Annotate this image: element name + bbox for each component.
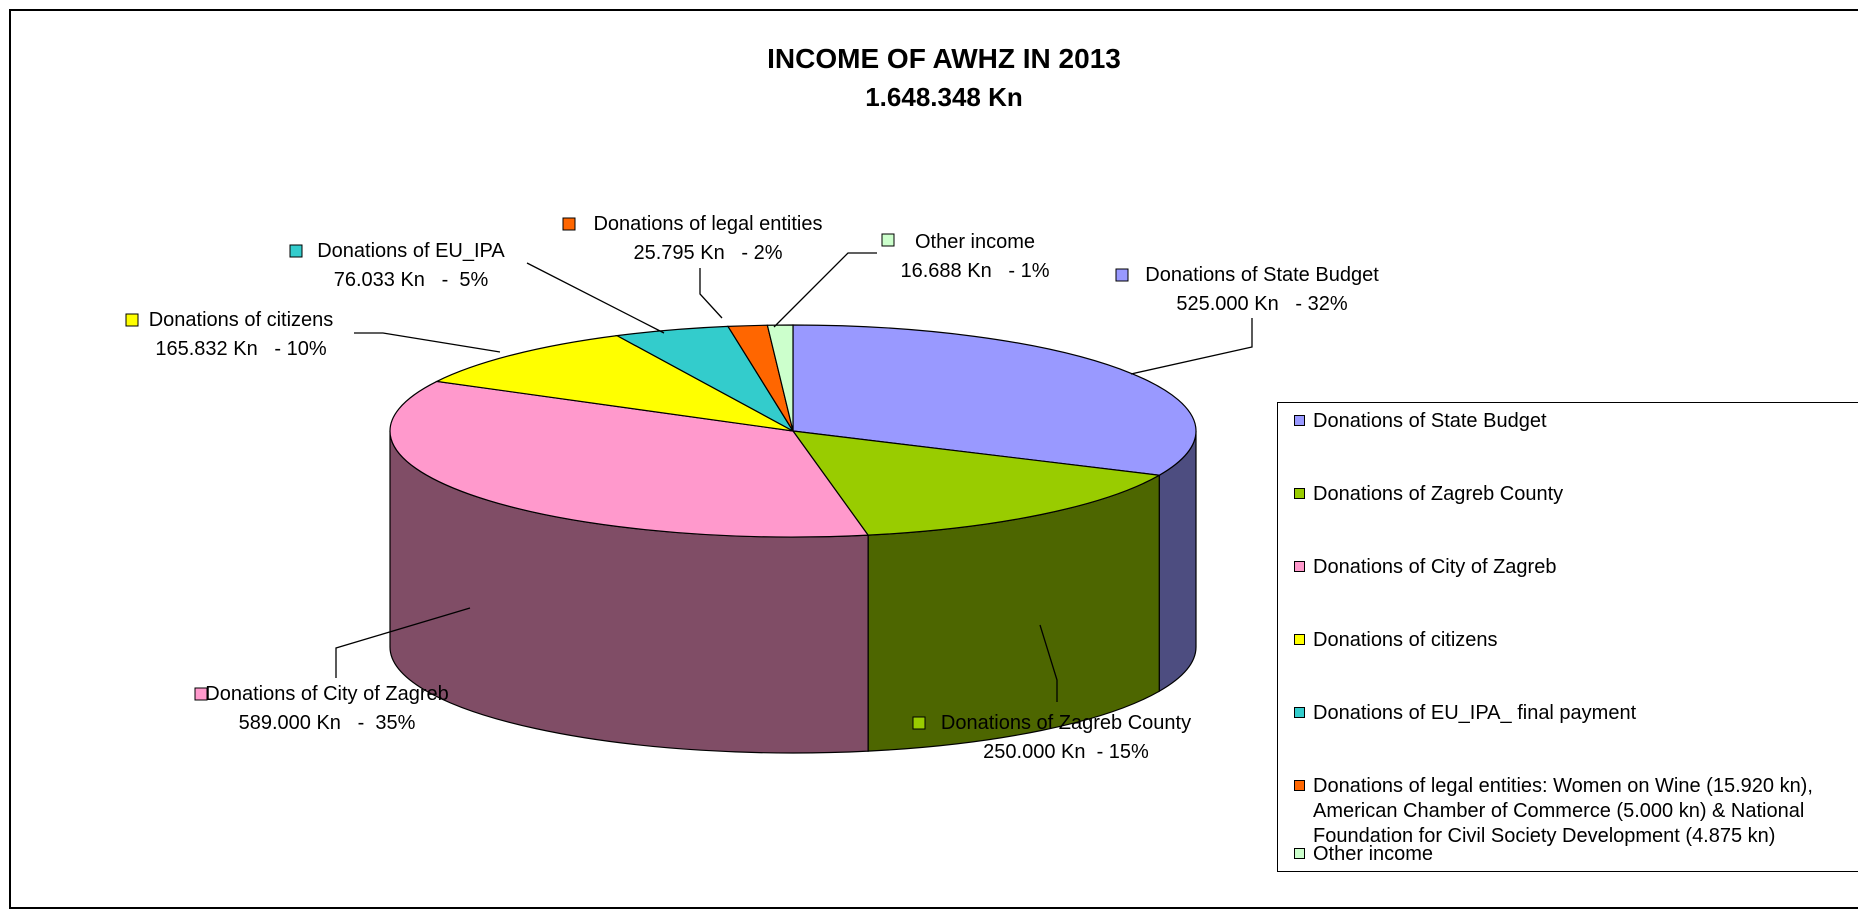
data-label-name-legal: Donations of legal entities	[593, 213, 822, 235]
data-label-value-legal: 25.795 Kn - 2%	[634, 242, 783, 264]
data-label-value-euipa: 76.033 Kn - 5%	[334, 269, 489, 291]
legend-item-legal: Donations of legal entities: Women on Wi…	[1294, 774, 1813, 849]
leader-line-county	[1039, 624, 1058, 702]
chart-subtitle: 1.648.348 Kn	[865, 82, 1023, 112]
legend-item-city: Donations of City of Zagreb	[1294, 555, 1556, 580]
legend-swatch-euipa	[1294, 707, 1305, 718]
legend-item-other: Other income	[1294, 842, 1433, 867]
legend-item-county: Donations of Zagreb County	[1294, 482, 1563, 507]
data-label-name-euipa: Donations of EU_IPA	[317, 240, 505, 262]
data-label-value-other: 16.688 Kn - 1%	[901, 260, 1050, 282]
legend: Donations of State Budget Donations of Za…	[1277, 402, 1858, 872]
legend-label-county: Donations of Zagreb County	[1313, 483, 1564, 505]
data-label-name-other: Other income	[915, 231, 1035, 253]
legend-label-legal: Donations of legal entities: Women on Wi…	[1313, 775, 1813, 797]
legend-label-legal-line-2: American Chamber of Commerce (5.000 kn) …	[1313, 800, 1805, 822]
label-swatch-other	[881, 233, 895, 247]
pie-slice-city	[389, 380, 870, 538]
data-label-value-state: 525.000 Kn - 32%	[1176, 293, 1347, 315]
label-swatch-legal	[562, 217, 576, 231]
pie-chart: INCOME OF AWHZ IN 2013 1.648.348 Kn Dona…	[125, 43, 1379, 763]
legend-label-state: Donations of State Budget	[1313, 410, 1547, 432]
leader-line-legal	[699, 268, 723, 319]
data-label-name-county: Donations of Zagreb County	[941, 712, 1191, 734]
legend-label-citizens: Donations of citizens	[1313, 629, 1498, 651]
legend-swatch-city	[1294, 561, 1305, 572]
legend-item-euipa: Donations of EU_IPA_ final payment	[1294, 701, 1636, 726]
legend-label-other: Other income	[1313, 843, 1434, 865]
data-label-value-citizens: 165.832 Kn - 10%	[155, 338, 326, 360]
legend-swatch-county	[1294, 488, 1305, 499]
data-label-value-city: 589.000 Kn - 35%	[239, 712, 416, 734]
leader-line-citizens	[354, 332, 501, 353]
legend-item-citizens: Donations of citizens	[1294, 628, 1498, 653]
leader-line-euipa	[526, 262, 665, 334]
label-leader-lines	[335, 252, 1253, 702]
chart-title: INCOME OF AWHZ IN 2013	[767, 43, 1121, 74]
pie-slice-other	[766, 324, 794, 432]
label-swatch-county	[912, 716, 926, 730]
label-swatch-state	[1115, 268, 1129, 282]
leader-line-state	[1130, 318, 1253, 375]
leader-line-city	[335, 607, 471, 678]
leader-line-other	[773, 252, 877, 328]
data-label-name-citizens: Donations of citizens	[149, 309, 334, 331]
legend-swatch-citizens	[1294, 634, 1305, 645]
legend-item-state: Donations of State Budget	[1294, 409, 1547, 434]
pie-slice-county	[791, 430, 1162, 536]
label-swatch-city	[194, 687, 208, 701]
data-label-name-state: Donations of State Budget	[1145, 264, 1379, 286]
data-label-value-county: 250.000 Kn - 15%	[983, 741, 1149, 763]
label-swatch-euipa	[289, 244, 303, 258]
pie-slice-citizens	[434, 335, 794, 432]
legend-label-legal-line-3: Foundation for Civil Society Development…	[1313, 825, 1776, 847]
data-label-name-city: Donations of City of Zagreb	[205, 683, 448, 705]
label-swatch-citizens	[125, 313, 139, 327]
legend-label-city: Donations of City of Zagreb	[1313, 556, 1557, 578]
legend-swatch-other	[1294, 848, 1305, 859]
data-labels: Donations of State Budget 525.000 Kn - 32…	[125, 213, 1379, 763]
legend-swatch-state	[1294, 415, 1305, 426]
legend-label-euipa: Donations of EU_IPA_ final payment	[1313, 702, 1637, 724]
legend-swatch-legal	[1294, 780, 1305, 791]
pie-tops	[389, 324, 1197, 538]
